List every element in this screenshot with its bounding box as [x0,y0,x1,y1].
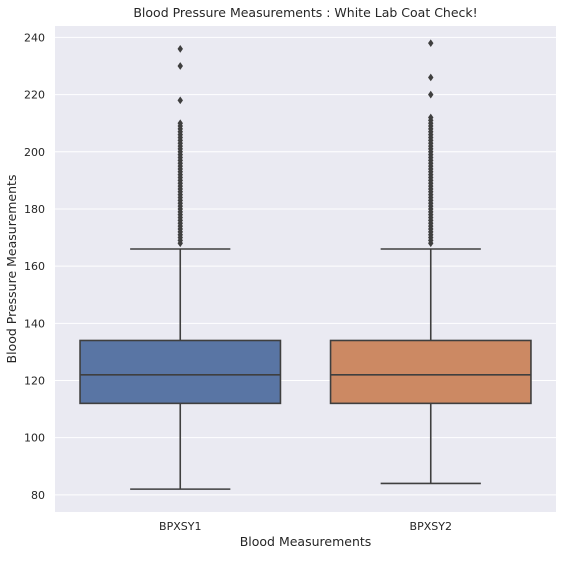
x-tick-label: BPXSY2 [410,520,452,533]
outlier-point [177,45,183,53]
y-tick-label: 100 [24,432,45,445]
outlier-point [177,96,183,105]
iqr-box [329,339,532,405]
x-tick-label: BPXSY1 [159,520,201,533]
iqr-box [79,339,282,405]
y-tick-label: 200 [24,146,45,159]
y-tick-labels: 80 100 120 140 160 180 200 220 240 [24,31,45,501]
outlier-point [177,62,183,70]
y-tick-label: 220 [24,89,45,102]
y-tick-label: 80 [31,489,45,502]
outlier-point [428,113,434,122]
box-bpxsy1 [79,45,282,490]
y-tick-label: 140 [24,317,45,330]
outlier-point [428,73,434,82]
y-tick-label: 180 [24,203,45,216]
y-tick-label: 160 [24,260,45,273]
y-axis-label: Blood Pressure Measurements [4,175,19,364]
chart-title: Blood Pressure Measurements : White Lab … [133,5,477,20]
box-bpxsy2 [329,39,532,485]
y-tick-label: 120 [24,374,45,387]
boxes [79,39,532,490]
outlier-point [177,119,183,128]
outlier-point [428,90,434,99]
x-axis-label: Blood Measurements [240,534,372,549]
x-tick-labels: BPXSY1 BPXSY2 [159,520,452,533]
outlier-point [428,39,434,47]
plot-area [55,26,556,512]
y-tick-label: 240 [24,31,45,44]
